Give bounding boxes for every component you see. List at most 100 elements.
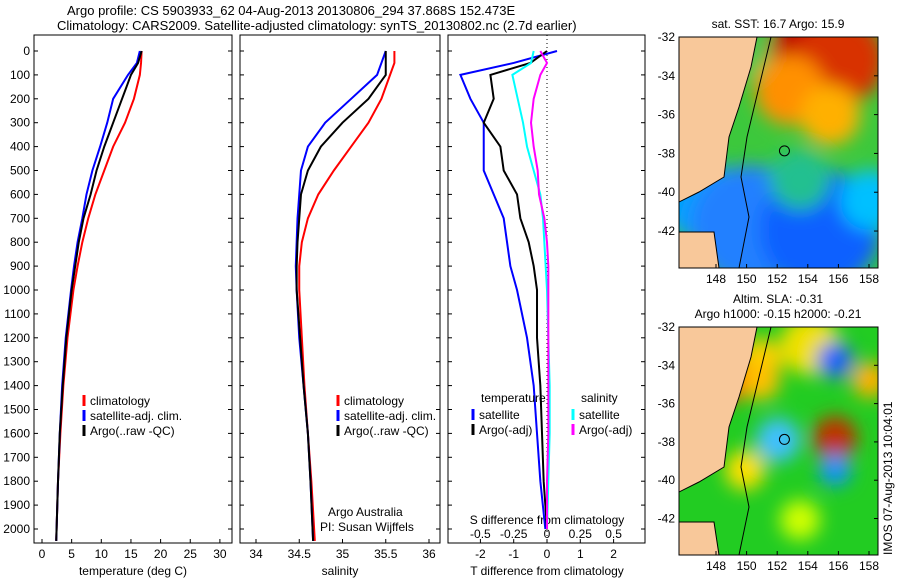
ytick-label: 300: [10, 116, 30, 130]
xtick-label: 20: [154, 547, 168, 561]
legend-label: climatology: [344, 394, 404, 408]
series-line: [511, 50, 551, 530]
x2tick-label: 0: [544, 527, 551, 541]
ytick-label: -34: [658, 358, 676, 372]
ytick-label: -34: [658, 69, 676, 83]
field-blob: [840, 170, 878, 230]
ytick-label: 100: [10, 68, 30, 82]
ytick-label: -32: [658, 30, 676, 44]
field-blob: [852, 362, 878, 398]
xtick-label: 35: [336, 547, 350, 561]
ytick-label: -40: [658, 185, 676, 199]
ytick-label: 1200: [3, 331, 30, 345]
ytick-label: -36: [658, 108, 676, 122]
ytick-label: 700: [10, 211, 30, 225]
ytick-label: 1800: [3, 474, 30, 488]
xtick-label: 10: [95, 547, 109, 561]
field-blob: [819, 454, 851, 486]
series-line: [459, 50, 558, 530]
field-blob: [780, 500, 820, 540]
field-blob: [813, 416, 857, 460]
field-blob: [770, 150, 830, 210]
ytick-label: -38: [658, 435, 676, 449]
land: [679, 37, 758, 268]
ytick-label: 1400: [3, 379, 30, 393]
series-line: [530, 50, 550, 529]
xtick-label: 158: [859, 559, 879, 573]
ytick-label: -32: [658, 320, 676, 334]
xlabel: temperature (deg C): [79, 564, 187, 578]
isobath: [738, 327, 772, 555]
temperature-axes: [33, 34, 233, 544]
xtick-label: 30: [213, 547, 227, 561]
x2tick-label: 0.5: [605, 527, 622, 541]
ytick-label: -38: [658, 146, 676, 160]
isobath: [738, 37, 772, 268]
series-line: [55, 50, 143, 541]
field-blob: [725, 450, 765, 490]
ytick-label: 1300: [3, 355, 30, 369]
series-line: [482, 50, 548, 530]
xtick-label: 1: [577, 547, 584, 561]
map-sst-title: sat. SST: 16.7 Argo: 15.9: [712, 17, 845, 31]
legend-label: Argo(..raw -QC): [90, 424, 175, 438]
series-line: [55, 50, 141, 541]
map-sst: 148 150 152 154 156 158 -32 -34 -36 -38 -40 -42: [658, 30, 880, 286]
xtick-label: 150: [737, 272, 757, 286]
ytick-label: -42: [658, 512, 676, 526]
x2tick-label: 0.25: [569, 527, 593, 541]
field-blob: [756, 418, 800, 462]
map-frame: [678, 36, 879, 269]
ytick-label: 400: [10, 140, 30, 154]
xtick-label: 152: [767, 272, 787, 286]
xtick-label: 34: [249, 547, 263, 561]
xtick-label: 148: [706, 272, 726, 286]
title-line-2: Climatology: CARS2009. Satellite-adjuste…: [57, 18, 577, 33]
legend-label: satellite: [479, 408, 520, 422]
xtick-label: 5: [68, 547, 75, 561]
legend-label: Argo(-adj): [479, 423, 532, 437]
xtick-label: 150: [737, 559, 757, 573]
xtick-label: -1: [508, 547, 519, 561]
map-frame: [678, 326, 879, 556]
legend-label: satellite: [579, 408, 620, 422]
ytick-label: 1500: [3, 403, 30, 417]
field-blob: [740, 360, 780, 400]
legend-label: Argo(..raw -QC): [344, 424, 429, 438]
x2tick-label: -0.25: [500, 527, 528, 541]
map-sla-title-1: Altim. SLA: -0.31: [733, 292, 823, 306]
xlabel: T difference from climatology: [470, 564, 624, 578]
ytick-label: 600: [10, 187, 30, 201]
argo-location-marker: [778, 145, 790, 157]
ytick-label: 2000: [3, 522, 30, 536]
xtick-label: 15: [124, 547, 138, 561]
xtick-label: 35.5: [374, 547, 398, 561]
map-sla: 148 150 152 154 156 158 -32 -34 -36 -38 -40 -42: [658, 320, 880, 573]
ytick-label: 900: [10, 259, 30, 273]
xtick-label: 0: [544, 547, 551, 561]
annotation: Argo Australia: [328, 505, 403, 519]
xtick-label: 34.5: [288, 547, 312, 561]
legend-label: satellite-adj. clim.: [344, 409, 436, 423]
ytick-label: 1600: [3, 426, 30, 440]
xtick-label: 148: [706, 559, 726, 573]
field-blob: [800, 85, 860, 145]
ytick-label: 1000: [3, 283, 30, 297]
land: [679, 327, 758, 555]
series-line: [295, 51, 387, 541]
legend-label: Argo(-adj): [579, 423, 632, 437]
ytick-label: 1100: [4, 307, 30, 321]
xlabel: salinity: [322, 564, 359, 578]
ytick-label: 1900: [3, 498, 30, 512]
legend-label: satellite-adj. clim.: [90, 409, 182, 423]
ytick-label: -36: [658, 397, 676, 411]
ytick-label: 1700: [3, 450, 30, 464]
xtick-label: 36: [422, 547, 436, 561]
xtick-label: 152: [767, 559, 787, 573]
series-line: [55, 50, 143, 541]
ytick-label: 0: [23, 44, 30, 58]
xtick-label: 2: [610, 547, 617, 561]
map-sla-title-2: Argo h1000: -0.15 h2000: -0.21: [695, 307, 862, 321]
